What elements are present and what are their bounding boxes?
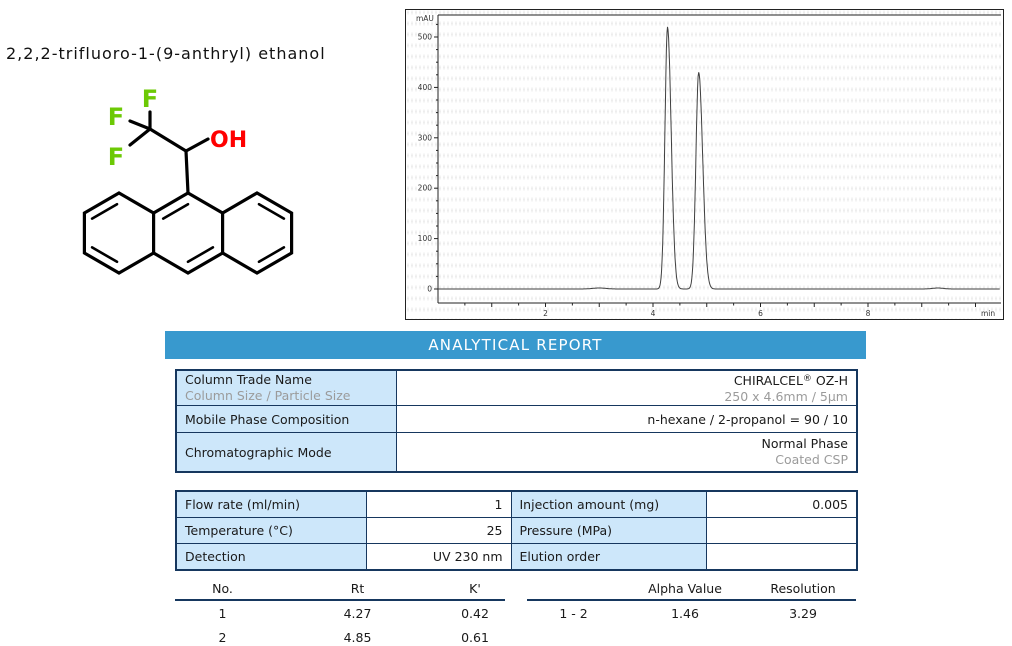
fluorine-atom-label: F (142, 85, 158, 113)
resolution-value: 3.29 (789, 605, 817, 621)
detection-value: UV 230 nm (365, 543, 512, 571)
injection-amount-value: 0.005 (705, 490, 858, 518)
peak-number: 2 (218, 629, 227, 645)
column-size-value: 250 x 4.6mm / 5µm (724, 389, 848, 404)
k-prime: 0.61 (461, 629, 489, 645)
svg-text:mAU: mAU (416, 14, 434, 23)
svg-text:200: 200 (418, 184, 433, 193)
column-trade-name-label: Column Trade Name (185, 372, 312, 387)
resolution-header: Resolution (750, 577, 856, 601)
svg-text:min: min (981, 309, 995, 318)
chromatographic-mode-label: Chromatographic Mode (175, 432, 397, 473)
chromatogram-plot: 0 100 200 300 400 500 2 4 6 8 mAU min (416, 14, 1001, 318)
svg-text:4: 4 (651, 309, 656, 318)
pair-header (527, 577, 620, 601)
svg-text:8: 8 (866, 309, 871, 318)
svg-text:400: 400 (418, 83, 433, 92)
temperature-value: 25 (365, 517, 512, 544)
mobile-phase-label: Mobile Phase Composition (175, 405, 397, 433)
table-header-row: No. Rt K' (175, 577, 505, 601)
elution-order-label: Elution order (510, 543, 707, 571)
chromatogram-panel: 0 100 200 300 400 500 2 4 6 8 mAU min (405, 9, 1004, 320)
table-row: 1 4.27 0.42 (175, 600, 505, 625)
pressure-value (705, 517, 858, 544)
svg-text:6: 6 (758, 309, 763, 318)
retention-time: 4.85 (343, 629, 372, 645)
svg-text:300: 300 (418, 133, 433, 142)
peak-number: 1 (218, 605, 227, 621)
peak-number-header: No. (175, 577, 270, 601)
column-size-label: Column Size / Particle Size (185, 388, 351, 403)
temperature-label: Temperature (°C) (175, 517, 367, 544)
table-row: Detection UV 230 nm Elution order (175, 543, 858, 571)
hydroxyl-group-label: OH (210, 128, 247, 153)
table-row: 2 4.85 0.61 (175, 625, 505, 646)
conditions-table: Flow rate (ml/min) 1 Injection amount (m… (175, 490, 858, 571)
peak-pair: 1 - 2 (559, 605, 588, 621)
alpha-value-header: Alpha Value (620, 577, 750, 601)
svg-text:500: 500 (418, 33, 433, 42)
flow-rate-value: 1 (365, 490, 512, 518)
table-header-row: Alpha Value Resolution (527, 577, 856, 601)
chromatographic-mode-value: Normal Phase (761, 436, 848, 451)
retention-time-header: Rt (270, 577, 445, 601)
table-row: Column Trade Name Column Size / Particle… (175, 369, 858, 406)
table-row: 1 - 2 1.46 3.29 (527, 600, 856, 625)
table-row: Flow rate (ml/min) 1 Injection amount (m… (175, 490, 858, 518)
fluorine-atom-label: F (108, 103, 124, 131)
table-row: Temperature (°C) 25 Pressure (MPa) (175, 517, 858, 544)
analytical-report-banner: ANALYTICAL REPORT (165, 331, 866, 359)
csp-type-value: Coated CSP (775, 452, 848, 467)
column-trade-name-value: CHIRALCEL® OZ-H (733, 373, 848, 388)
svg-text:2: 2 (543, 309, 548, 318)
k-prime: 0.42 (461, 605, 489, 621)
alpha-value: 1.46 (671, 605, 699, 621)
table-row: Chromatographic Mode Normal Phase Coated… (175, 432, 858, 473)
mobile-phase-value: n-hexane / 2-propanol = 90 / 10 (395, 405, 858, 433)
bond-lines (82, 110, 294, 275)
svg-text:0: 0 (427, 285, 432, 294)
injection-amount-label: Injection amount (mg) (510, 490, 707, 518)
molecule-structure: F F F OH (82, 85, 294, 275)
fluorine-atom-label: F (108, 143, 124, 171)
k-prime-header: K' (445, 577, 505, 601)
separation-results-table: Alpha Value Resolution 1 - 2 1.46 3.29 (527, 577, 856, 625)
flow-rate-label: Flow rate (ml/min) (175, 490, 367, 518)
elution-order-value (705, 543, 858, 571)
compound-name: 2,2,2-trifluoro-1-(9-anthryl) ethanol (6, 44, 326, 63)
svg-text:100: 100 (418, 234, 433, 243)
pressure-label: Pressure (MPa) (510, 517, 707, 544)
retention-time: 4.27 (343, 605, 372, 621)
peak-results-table: No. Rt K' 1 4.27 0.42 2 4.85 0.61 (175, 577, 505, 646)
table-row: Mobile Phase Composition n-hexane / 2-pr… (175, 405, 858, 433)
column-info-table: Column Trade Name Column Size / Particle… (175, 369, 858, 473)
detection-label: Detection (175, 543, 367, 571)
registered-trademark-symbol: ® (802, 374, 812, 384)
